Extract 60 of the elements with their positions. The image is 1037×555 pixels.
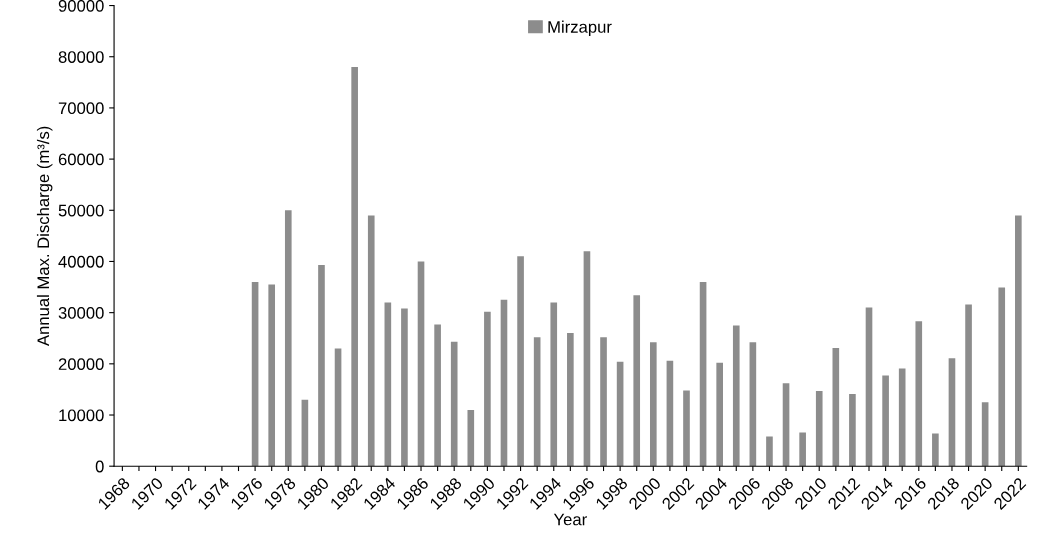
bar	[932, 433, 939, 467]
y-tick-label: 80000	[58, 51, 104, 63]
y-tick-label: 10000	[59, 409, 104, 422]
legend-label: Mirzapur	[548, 20, 612, 37]
bar	[600, 337, 607, 467]
y-tick-label: 50000	[58, 204, 104, 217]
bar	[417, 261, 425, 467]
bar	[384, 302, 392, 467]
bar	[683, 390, 690, 467]
bar	[284, 210, 292, 467]
bar	[815, 390, 823, 467]
y-tick-label: 20000	[58, 358, 104, 371]
y-tick-label: 70000	[58, 102, 104, 115]
bar	[351, 66, 358, 467]
y-tick-label: 90000	[58, 0, 104, 12]
bar	[251, 281, 259, 467]
bar	[666, 360, 674, 467]
bar	[434, 324, 441, 467]
bar	[401, 308, 408, 467]
bar	[998, 287, 1006, 467]
bar	[782, 383, 790, 467]
bar	[865, 307, 873, 467]
bar	[732, 325, 740, 467]
bar	[832, 347, 840, 467]
bar	[799, 432, 806, 467]
bar	[318, 265, 325, 467]
bar	[567, 333, 574, 467]
y-tick-label: 60000	[58, 153, 104, 166]
bar	[766, 436, 773, 467]
bar	[583, 251, 591, 467]
bar	[268, 284, 276, 467]
y-axis-title: Annual Max. Discharge (m³/s)	[36, 126, 53, 347]
bar	[1015, 215, 1022, 467]
bar	[467, 409, 475, 467]
bar	[450, 341, 458, 467]
y-tick-label: 30000	[58, 307, 104, 319]
bar	[517, 256, 524, 467]
bar	[533, 337, 541, 467]
bar	[649, 342, 657, 467]
bar	[948, 358, 956, 467]
bar	[882, 375, 889, 467]
bar	[915, 321, 923, 467]
x-axis-title: Year	[553, 513, 587, 526]
bar	[334, 348, 342, 467]
bar	[716, 362, 723, 467]
bar	[500, 299, 508, 467]
bar	[484, 311, 491, 467]
bar	[749, 342, 757, 467]
bar	[633, 295, 641, 467]
bar	[367, 215, 375, 467]
bar	[550, 302, 558, 467]
bar	[699, 281, 707, 467]
bar	[849, 394, 856, 467]
y-tick-label: 40000	[58, 255, 104, 268]
bar	[965, 304, 972, 467]
y-tick-label: 0	[95, 460, 104, 473]
bar	[981, 402, 989, 467]
bar	[301, 399, 309, 467]
bar	[898, 368, 906, 467]
bar	[616, 361, 624, 467]
